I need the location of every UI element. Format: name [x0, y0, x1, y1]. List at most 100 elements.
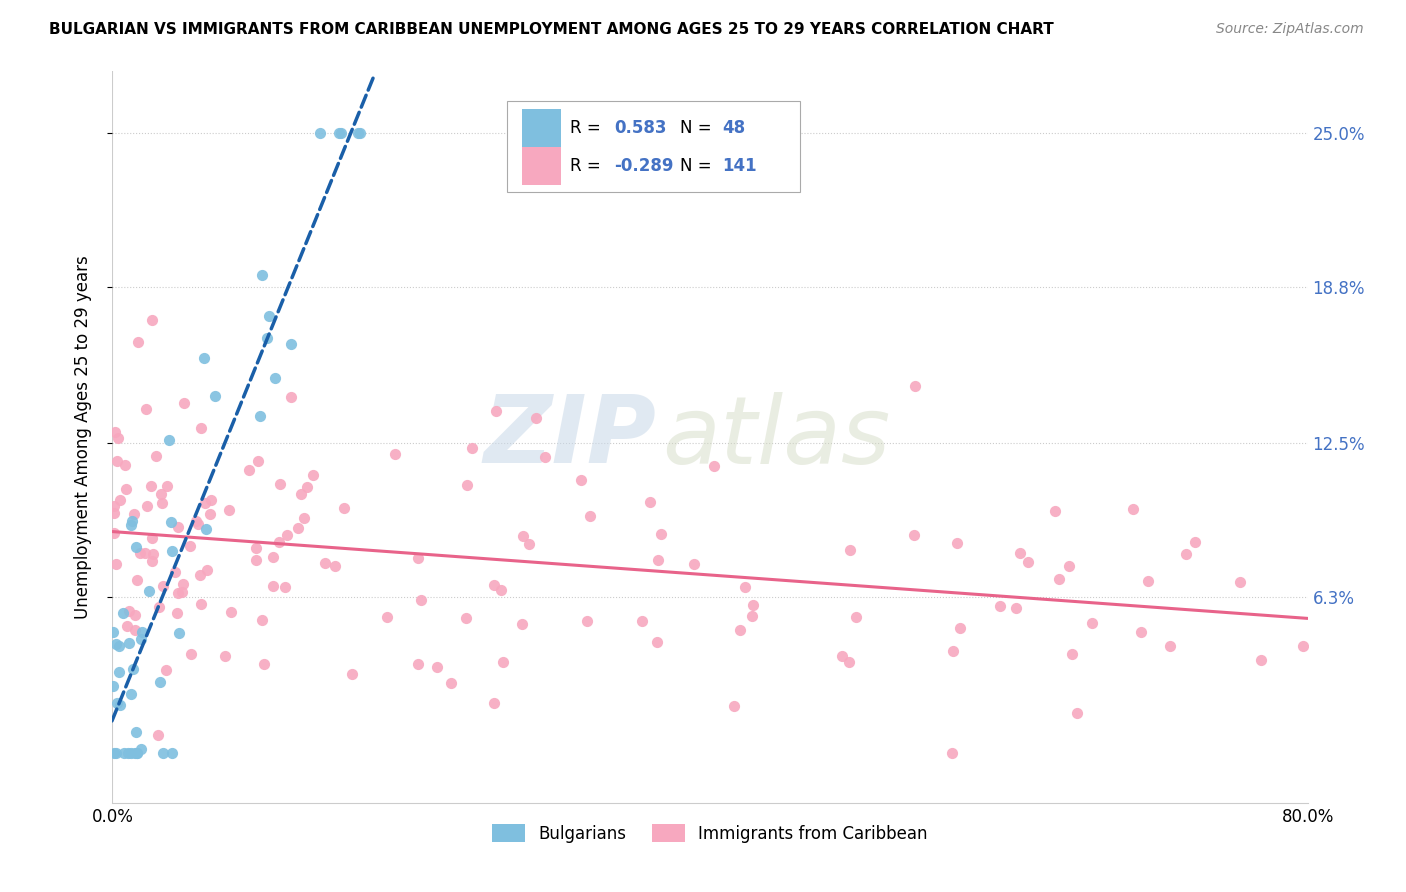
Point [280, 390, 302, 404]
Point [647, 552, 669, 566]
Point [949, 621, 972, 635]
Point [342, 666, 364, 681]
Point [323, 558, 346, 573]
Point [1184, 535, 1206, 549]
Point [1066, 706, 1088, 720]
Text: -0.289: -0.289 [614, 158, 673, 176]
Text: R =: R = [571, 158, 606, 176]
Point [124, 607, 146, 622]
Point [101, 679, 124, 693]
Point [273, 580, 295, 594]
Point [309, 126, 332, 140]
Point [1010, 546, 1032, 560]
Point [108, 665, 131, 680]
Point [256, 331, 278, 345]
Point [1081, 615, 1104, 630]
Text: BULGARIAN VS IMMIGRANTS FROM CARIBBEAN UNEMPLOYMENT AMONG AGES 25 TO 29 YEARS CO: BULGARIAN VS IMMIGRANTS FROM CARIBBEAN U… [49, 22, 1054, 37]
Point [101, 624, 124, 639]
Point [146, 728, 169, 742]
Point [118, 636, 141, 650]
Point [645, 635, 668, 649]
Point [517, 537, 540, 551]
Text: 0.583: 0.583 [614, 119, 666, 136]
Point [155, 664, 177, 678]
Point [409, 592, 432, 607]
Point [165, 565, 187, 579]
Point [942, 644, 965, 658]
Point [839, 542, 862, 557]
Point [349, 126, 371, 140]
Point [107, 454, 129, 468]
Text: N =: N = [681, 119, 717, 136]
Point [485, 403, 508, 417]
Point [329, 126, 352, 140]
Point [246, 454, 269, 468]
Point [167, 626, 190, 640]
Point [129, 545, 152, 559]
Point [141, 554, 163, 568]
Point [253, 657, 276, 671]
Point [105, 746, 128, 760]
Point [245, 553, 267, 567]
Point [569, 473, 592, 487]
Point [988, 599, 1011, 613]
Point [489, 583, 512, 598]
Point [194, 496, 217, 510]
Point [105, 557, 128, 571]
Point [1047, 572, 1070, 586]
Point [195, 563, 218, 577]
Point [172, 577, 194, 591]
Point [141, 312, 163, 326]
Point [728, 624, 751, 638]
Point [328, 126, 350, 140]
Point [1057, 559, 1080, 574]
Point [166, 520, 188, 534]
Point [723, 699, 745, 714]
Point [845, 610, 868, 624]
Point [482, 696, 505, 710]
Point [129, 632, 152, 646]
Point [638, 494, 661, 508]
Point [1129, 624, 1152, 639]
Point [134, 546, 156, 560]
Point [269, 476, 291, 491]
Point [121, 514, 143, 528]
Point [104, 637, 127, 651]
Point [630, 614, 652, 628]
Point [142, 547, 165, 561]
Point [461, 441, 484, 455]
Point [193, 351, 215, 365]
Point [512, 616, 534, 631]
Text: Source: ZipAtlas.com: Source: ZipAtlas.com [1216, 22, 1364, 37]
Point [314, 556, 336, 570]
Point [259, 309, 281, 323]
Point [941, 746, 963, 760]
Point [124, 746, 146, 760]
Text: 48: 48 [723, 119, 745, 136]
Point [1062, 647, 1084, 661]
Point [131, 741, 153, 756]
Point [250, 613, 273, 627]
Point [156, 479, 179, 493]
Point [115, 619, 138, 633]
Point [149, 675, 172, 690]
Point [456, 478, 478, 492]
Point [120, 518, 142, 533]
Point [1174, 547, 1197, 561]
Point [117, 746, 139, 760]
Point [170, 585, 193, 599]
Point [166, 607, 188, 621]
Legend: Bulgarians, Immigrants from Caribbean: Bulgarians, Immigrants from Caribbean [485, 818, 935, 849]
Point [302, 468, 325, 483]
Point [904, 379, 927, 393]
Point [179, 539, 201, 553]
Point [107, 431, 129, 445]
Point [682, 557, 704, 571]
Point [103, 746, 125, 760]
Y-axis label: Unemployment Among Ages 25 to 29 years: Unemployment Among Ages 25 to 29 years [73, 255, 91, 619]
Point [121, 687, 143, 701]
Point [734, 580, 756, 594]
FancyBboxPatch shape [523, 109, 561, 146]
Point [124, 541, 146, 555]
Point [903, 528, 925, 542]
